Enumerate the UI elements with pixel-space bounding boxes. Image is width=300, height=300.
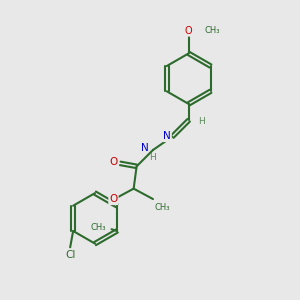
Text: Cl: Cl — [65, 250, 75, 260]
Text: CH₃: CH₃ — [205, 26, 220, 35]
Text: O: O — [110, 157, 118, 167]
Text: CH₃: CH₃ — [91, 223, 106, 232]
Text: N: N — [141, 142, 148, 153]
Text: CH₃: CH₃ — [154, 203, 170, 212]
Text: O: O — [185, 26, 193, 35]
Text: N: N — [163, 131, 171, 141]
Text: H: H — [149, 153, 156, 162]
Text: H: H — [198, 117, 205, 126]
Text: O: O — [109, 194, 118, 204]
